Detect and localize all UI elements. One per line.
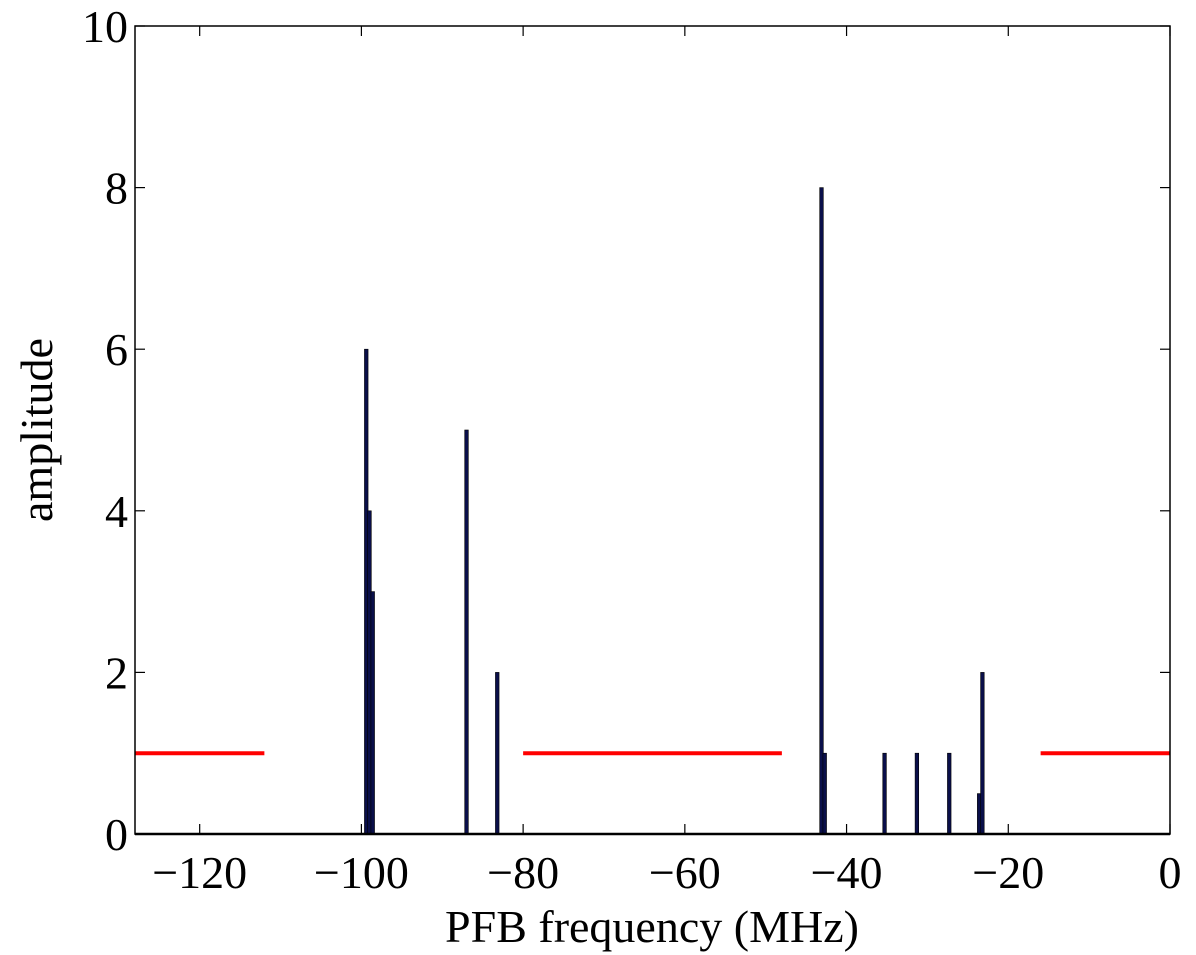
y-tick-label-1: 2	[105, 647, 128, 698]
x-tick-label-2: −80	[487, 847, 559, 898]
y-tick-label-0: 0	[105, 809, 128, 860]
y-tick-label-3: 6	[105, 324, 128, 375]
bar-6	[822, 752, 827, 835]
x-tick-label-0: −120	[152, 847, 247, 898]
x-tick-label-4: −40	[811, 847, 883, 898]
y-tick-label-5: 10	[82, 1, 128, 52]
x-tick-label-5: −20	[972, 847, 1044, 898]
y-axis-label: amplitude	[11, 338, 62, 522]
bar-7	[882, 752, 887, 835]
bar-4	[495, 672, 500, 835]
bars-layer	[364, 187, 985, 835]
bar-5	[819, 187, 824, 835]
bar-11	[980, 672, 985, 835]
ticks-layer: −120 −100 −80 −60 −40 −20 0 0 2 4 6 8 10	[82, 1, 1182, 898]
bar-2	[370, 591, 375, 835]
plot-background	[135, 26, 1170, 834]
bar-9	[947, 752, 952, 835]
bar-8	[914, 752, 920, 835]
x-axis-label: PFB frequency (MHz)	[445, 901, 859, 952]
x-tick-label-3: −60	[649, 847, 721, 898]
x-tick-label-6: 0	[1159, 847, 1182, 898]
y-tick-label-4: 8	[105, 163, 128, 214]
x-tick-label-1: −100	[314, 847, 409, 898]
y-tick-label-2: 4	[105, 486, 128, 537]
bar-3	[464, 429, 469, 835]
